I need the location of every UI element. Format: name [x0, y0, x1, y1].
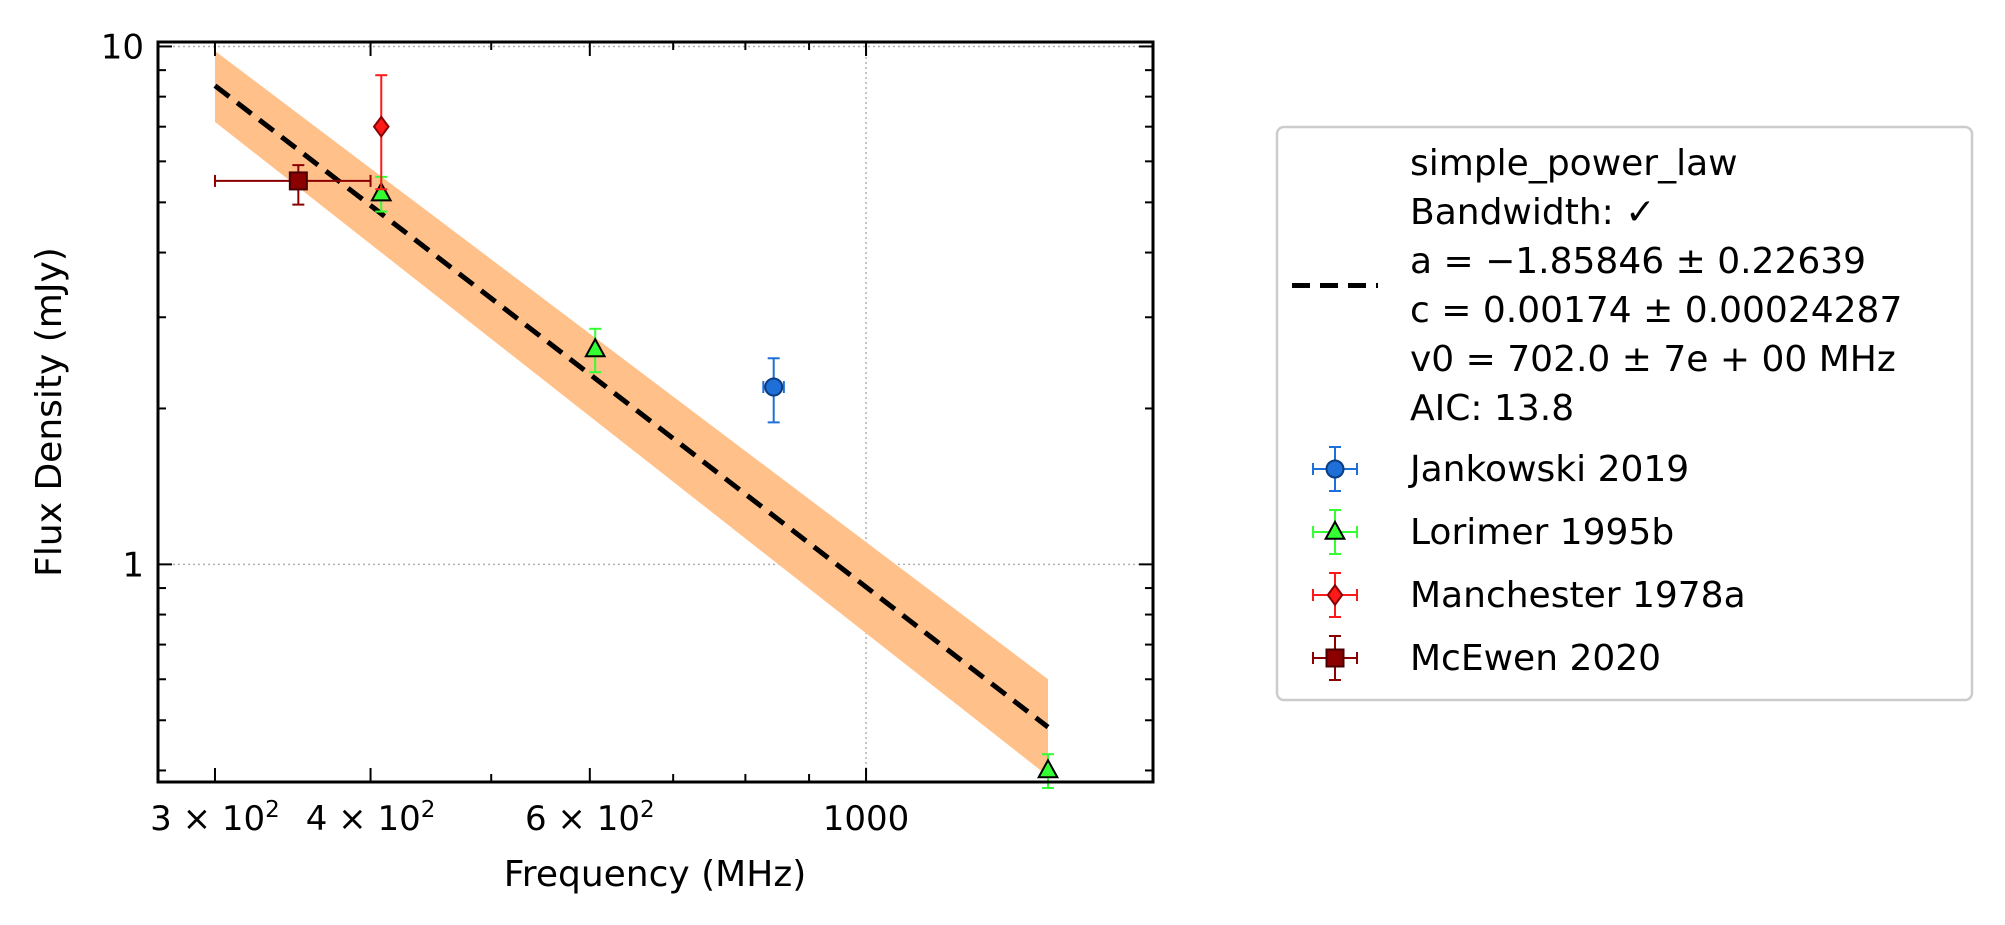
legend-label: McEwen 2020 [1410, 638, 1661, 679]
y-tick-label: 1 [122, 545, 144, 585]
x-axis-label: Frequency (MHz) [504, 854, 807, 895]
axes [156, 40, 1155, 784]
tick-labels: 3 × 102 4 × 102 6 × 102 1000 1 10 [101, 27, 910, 839]
fit-line-path [213, 83, 1050, 730]
legend-fit-label: a = −1.85846 ± 0.22639 [1410, 241, 1866, 282]
plot-frame [156, 40, 1155, 784]
legend-fit-label: simple_power_law [1410, 143, 1738, 184]
legend-entry: Manchester 1978a [1312, 572, 1746, 618]
data-point [372, 115, 390, 139]
x-tick-label: 3 × 102 [150, 797, 280, 839]
fit-confidence-band [214, 50, 1049, 777]
legend-entry: Lorimer 1995b [1312, 509, 1674, 555]
legend: simple_power_law Bandwidth: ✓ a = −1.85846… [1275, 125, 1974, 702]
legend-label: Lorimer 1995b [1410, 512, 1674, 553]
data-points [213, 74, 1060, 789]
legend-marker [1325, 459, 1345, 479]
x-tick-label: 6 × 102 [525, 797, 655, 839]
x-tick-label: 1000 [823, 799, 910, 839]
legend-fit-label: v0 = 702.0 ± 7e + 00 MHz [1410, 339, 1896, 380]
legend-label: Manchester 1978a [1410, 575, 1746, 616]
legend-marker [1325, 648, 1345, 668]
grid [158, 42, 1153, 782]
legend-entry: Jankowski 2019 [1312, 446, 1689, 492]
x-tick-label: 4 × 102 [306, 797, 436, 839]
y-tick-label: 10 [101, 27, 144, 67]
legend-marker [1323, 519, 1347, 540]
legend-frame [1275, 125, 1974, 702]
legend-fit-label: AIC: 13.8 [1410, 388, 1574, 429]
legend-entry: McEwen 2020 [1312, 635, 1661, 681]
data-point [764, 377, 784, 397]
data-point [584, 337, 607, 358]
fit-line [213, 83, 1050, 730]
data-point [1036, 758, 1060, 779]
legend-fit-label: c = 0.00174 ± 0.00024287 [1410, 290, 1902, 331]
data-point [370, 181, 393, 202]
legend-fit-label: Bandwidth: ✓ [1410, 192, 1655, 233]
legend-marker [1326, 583, 1344, 607]
y-axis-label: Flux Density (mJy) [29, 247, 70, 577]
fit-band [214, 50, 1049, 777]
data-point [288, 171, 308, 191]
legend-label: Jankowski 2019 [1408, 449, 1689, 490]
